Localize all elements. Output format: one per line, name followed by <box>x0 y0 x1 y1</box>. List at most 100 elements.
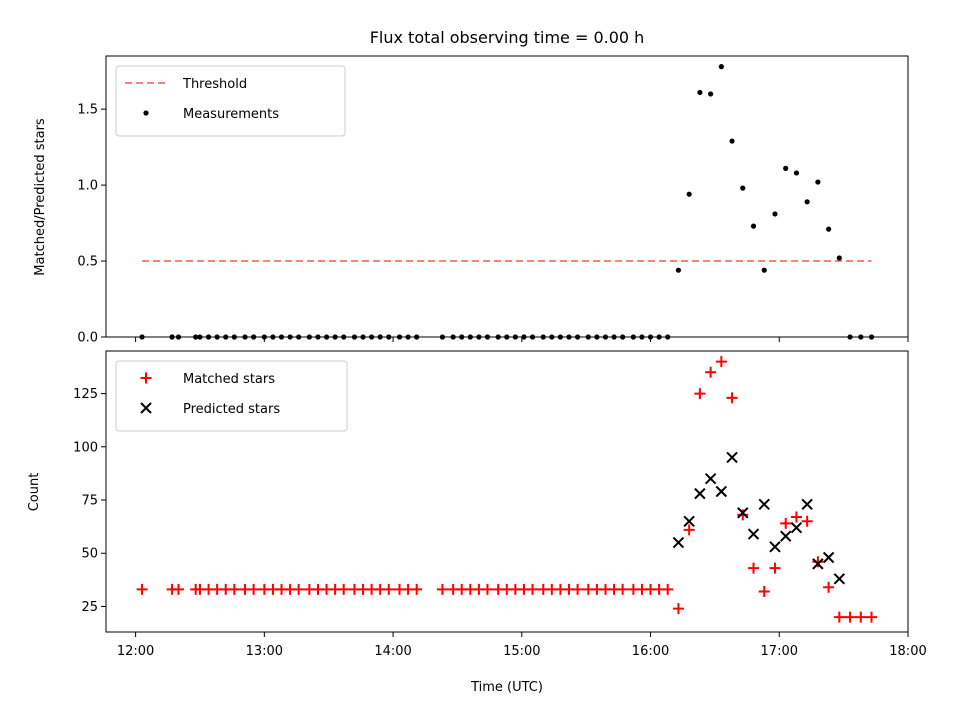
y-tick-label: 75 <box>81 494 98 509</box>
measurement-point <box>476 334 482 340</box>
measurement-point <box>750 223 757 229</box>
y-axis-label-top: Matched/Predicted stars <box>33 118 48 276</box>
matched-stars-point <box>812 556 824 568</box>
predicted-stars-point <box>779 530 792 542</box>
measurement-point <box>815 179 821 185</box>
x-tick-label: 13:00 <box>246 644 283 659</box>
measurement-point <box>847 334 853 340</box>
matched-stars-point <box>662 583 674 595</box>
measurement-point <box>639 334 645 340</box>
measurement-point <box>529 334 536 340</box>
y-tick-label: 1.0 <box>77 179 98 194</box>
measurement-point <box>439 334 446 340</box>
measurement-point <box>504 334 510 340</box>
plot-frame <box>105 350 909 633</box>
predicted-stars-point <box>833 573 846 585</box>
measurement-point <box>557 334 564 340</box>
matched-stars-point <box>683 524 695 536</box>
predicted-stars-point <box>726 451 738 464</box>
predicted-stars-point <box>812 558 824 570</box>
predicted-stars-point <box>758 498 770 510</box>
matched-stars-point <box>705 366 717 378</box>
legend-label: Threshold <box>182 77 247 92</box>
measurement-point <box>278 334 285 340</box>
matched-stars-point <box>844 611 856 623</box>
measurement-point <box>242 334 248 340</box>
measurement-point <box>708 91 714 97</box>
legend-measurement-swatch <box>143 110 149 116</box>
x-tick-label: 15:00 <box>503 644 540 659</box>
measurement-point <box>804 199 810 205</box>
predicted-stars-point <box>747 528 760 540</box>
measurement-point <box>270 334 276 340</box>
measurement-point <box>495 334 501 340</box>
matched-stars-point <box>572 583 584 595</box>
measurement-point <box>826 226 832 232</box>
y-tick-label: 0.0 <box>77 331 98 346</box>
matched-stars-point <box>383 583 395 595</box>
measurement-point <box>197 334 203 340</box>
matched-stars-point <box>617 583 629 595</box>
measurement-point <box>205 334 212 340</box>
measurement-point <box>467 334 473 340</box>
measurement-point <box>697 89 703 96</box>
measurement-point <box>261 334 267 340</box>
measurement-point <box>315 334 321 340</box>
matched-stars-point <box>748 562 760 574</box>
measurement-point <box>405 334 411 340</box>
measurement-point <box>574 334 581 340</box>
legend-box <box>115 65 346 137</box>
predicted-stars-point <box>769 541 781 553</box>
measurement-point <box>351 334 358 340</box>
matched-stars-point <box>833 611 845 623</box>
measurement-point <box>193 334 199 340</box>
measurement-point <box>396 334 403 340</box>
legend-label: Measurements <box>183 107 279 122</box>
measurement-point <box>686 191 692 197</box>
x-tick-label: 17:00 <box>761 644 798 659</box>
legend-predicted-swatch <box>140 402 152 414</box>
measurement-point <box>793 170 800 176</box>
measurement-point <box>296 334 302 340</box>
measurement-point <box>858 334 864 340</box>
measurement-point <box>594 334 600 340</box>
matched-stars-point <box>411 583 423 595</box>
measurement-point <box>512 334 518 340</box>
measurement-point <box>231 334 237 340</box>
matched-stars-point <box>855 611 867 623</box>
matched-stars-point <box>866 611 878 623</box>
legend-label: Matched stars <box>183 372 275 387</box>
x-tick-label: 16:00 <box>632 644 669 659</box>
matched-stars-point <box>228 583 240 595</box>
matched-stars-point <box>769 562 781 574</box>
measurement-point <box>836 255 842 261</box>
measurement-point <box>761 267 767 273</box>
measurement-point <box>169 334 175 340</box>
measurement-point <box>484 334 491 340</box>
matched-stars-point <box>726 392 738 404</box>
legend: Matched stars Predicted stars <box>115 360 348 432</box>
measurement-point <box>585 334 591 340</box>
y-tick-label: 1.5 <box>77 103 98 118</box>
measurement-point <box>332 334 338 340</box>
measurement-point <box>772 211 778 217</box>
matched-stars-point <box>248 583 260 595</box>
chart-title: Flux total observing time = 0.00 h <box>370 28 645 47</box>
measurement-point <box>287 334 293 340</box>
measurement-point <box>369 334 375 340</box>
matched-stars-point <box>293 583 305 595</box>
predicted-stars-point <box>683 515 695 528</box>
x-tick-label: 12:00 <box>117 644 154 659</box>
matched-stars-point <box>780 517 792 529</box>
measurement-point <box>611 334 617 340</box>
predicted-stars-point <box>715 485 728 498</box>
x-axis-label: Time (UTC) <box>470 680 543 695</box>
measurement-point <box>647 334 654 340</box>
predicted-stars-point <box>694 487 706 500</box>
matched-stars-point <box>672 603 684 615</box>
predicted-stars-point <box>822 551 835 564</box>
y-tick-label: 0.5 <box>77 255 98 270</box>
measurement-point <box>459 334 465 340</box>
panels: 0.0 0.5 1.0 1.5 Threshold Measurements 25 50 75 1… <box>73 55 927 659</box>
